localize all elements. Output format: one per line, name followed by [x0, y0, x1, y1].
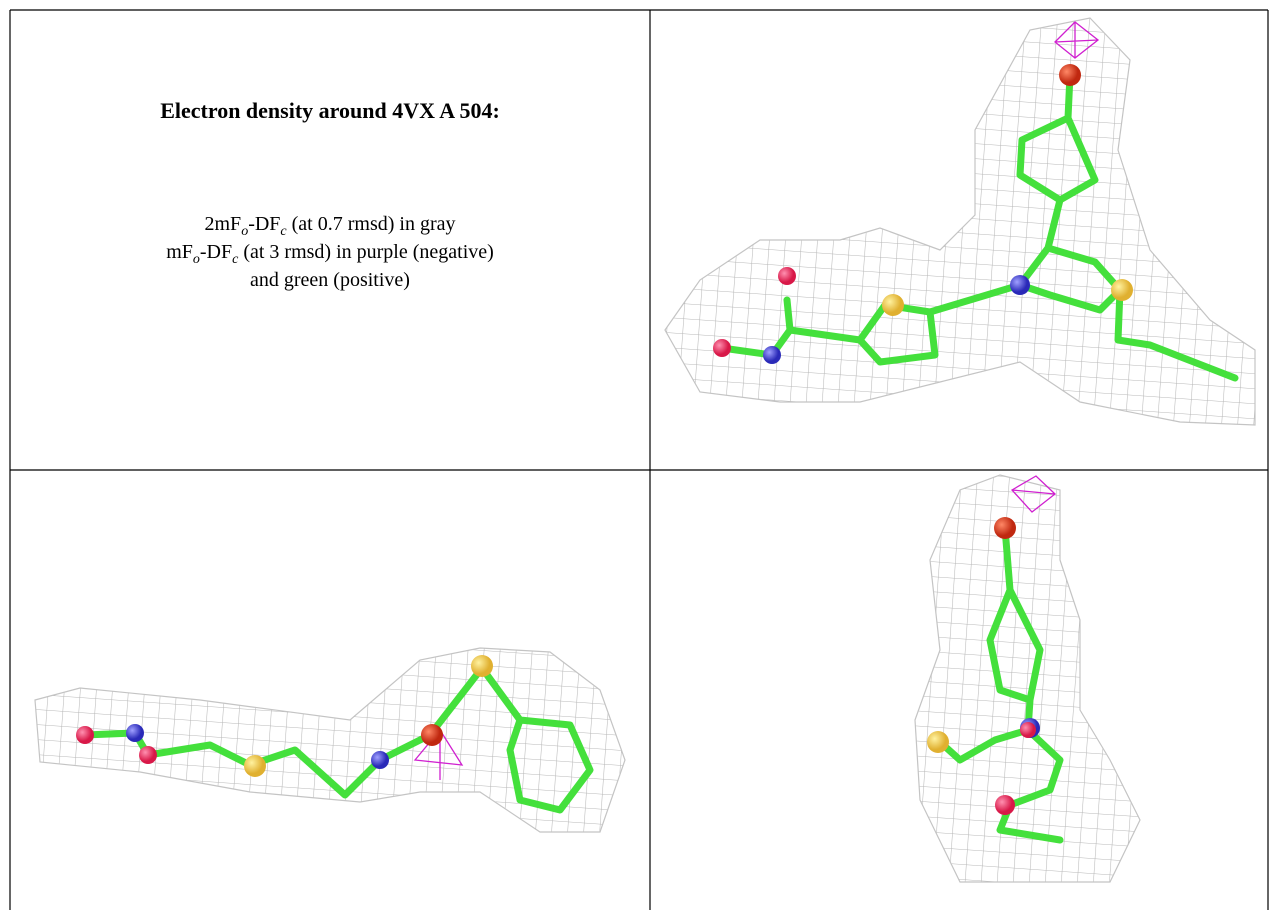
caption-text: (at 0.7 rmsd) in gray: [287, 213, 456, 235]
caption-line: 2mFo-DFc (at 0.7 rmsd) in gray: [205, 213, 456, 239]
subscript: o: [193, 252, 200, 267]
figure-table: Electron density around 4VX A 504: 2mFo-…: [0, 0, 1276, 910]
caption-line: mFo-DFc (at 3 rmsd) in purple (negative): [166, 241, 494, 267]
density-view-2: [35, 648, 625, 832]
caption-text: 2mF: [205, 213, 242, 235]
caption-text: mF: [166, 241, 193, 263]
caption-text: (at 3 rmsd) in purple (negative): [238, 241, 493, 263]
caption-text: and green (positive): [250, 269, 410, 291]
caption-line: and green (positive): [250, 269, 410, 291]
density-view-3: [915, 475, 1140, 882]
density-view-1: [665, 18, 1255, 425]
caption-text: -DF: [248, 213, 280, 235]
caption-text: -DF: [200, 241, 232, 263]
caption-title: Electron density around 4VX A 504:: [160, 98, 500, 123]
page: Electron density around 4VX A 504: 2mFo-…: [0, 0, 1276, 910]
subscript: o: [241, 224, 248, 239]
